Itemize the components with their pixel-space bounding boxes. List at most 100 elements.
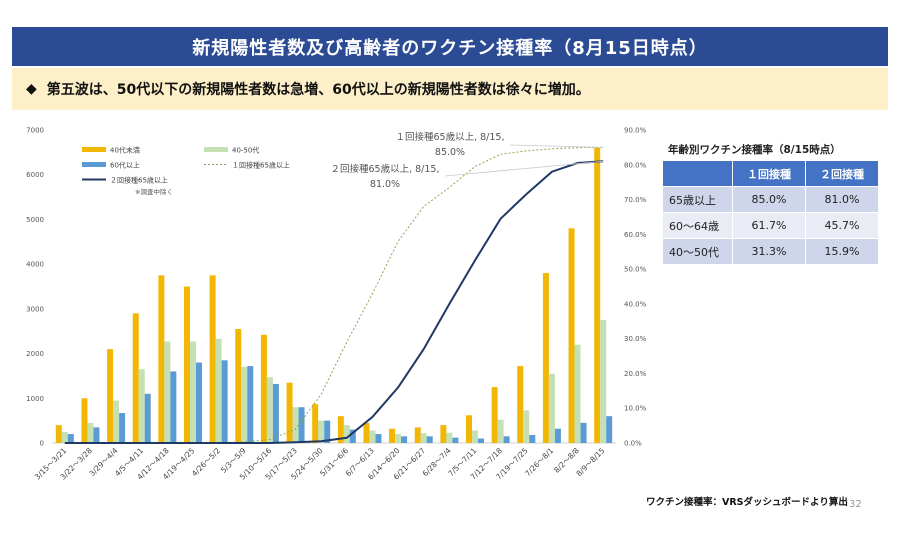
annotation-dose1: １回接種65歳以上, 8/15, bbox=[396, 131, 505, 143]
table-header-dose1: １回接種 bbox=[732, 160, 806, 187]
bar-over60 bbox=[478, 438, 484, 443]
y-tick-left: 7000 bbox=[26, 127, 44, 135]
bar-over60 bbox=[93, 427, 100, 443]
bar-over60 bbox=[503, 436, 510, 443]
bar-age40-50 bbox=[318, 420, 325, 443]
legend-note: ※調査中除く bbox=[135, 187, 173, 196]
legend-swatch bbox=[204, 147, 228, 152]
bar-under40 bbox=[312, 404, 319, 443]
y-tick-left: 6000 bbox=[26, 171, 44, 179]
bar-under40 bbox=[414, 427, 421, 443]
bar-under40 bbox=[209, 275, 216, 443]
bar-over60 bbox=[452, 437, 459, 443]
y-tick-right: 10.0% bbox=[624, 405, 647, 413]
bar-over60 bbox=[375, 434, 382, 443]
vaccine-table-title: 年齢別ワクチン接種率（8/15時点） bbox=[668, 144, 841, 156]
bar-over60 bbox=[272, 383, 279, 443]
bar-age40-50 bbox=[497, 419, 504, 443]
cases-vaccination-chart: 0 1000 2000 3000 4000 5000 6000 7000 0.0% 10.0% 20… bbox=[26, 127, 647, 482]
bar-under40 bbox=[594, 147, 601, 443]
annotation-leader bbox=[444, 160, 604, 177]
bar-under40 bbox=[363, 422, 370, 443]
bar-over60 bbox=[221, 360, 228, 443]
table-header-row: １回接種 ２回接種 bbox=[662, 160, 879, 187]
y-tick-right: 0.0% bbox=[624, 440, 642, 448]
subtitle-banner: ◆ 第五波は、50代以下の新規陽性者数は急増、60代以上の新規陽性者数は徐々に増… bbox=[12, 68, 888, 110]
x-tick-label: 4/26～5/2 bbox=[190, 446, 222, 478]
bar-age40-50 bbox=[343, 425, 350, 443]
legend-label: １回接種65歳以上 bbox=[232, 161, 290, 170]
bar-under40 bbox=[466, 415, 472, 443]
bar-age40-50 bbox=[472, 430, 478, 443]
annotation-dose1-value: 85.0% bbox=[435, 147, 465, 158]
subtitle-text: 第五波は、50代以下の新規陽性者数は急増、60代以上の新規陽性者数は徐々に増加。 bbox=[46, 82, 590, 98]
legend-swatch bbox=[82, 162, 106, 167]
row-dose1: 31.3% bbox=[732, 238, 806, 265]
bar-over60 bbox=[580, 422, 587, 443]
bar-under40 bbox=[107, 349, 114, 443]
y-tick-left: 5000 bbox=[26, 216, 44, 224]
bar-over60 bbox=[426, 436, 433, 443]
x-tick-label: 7/26～8/1 bbox=[523, 446, 555, 478]
bar-age40-50 bbox=[420, 433, 427, 443]
bar-age40-50 bbox=[523, 410, 530, 443]
bar-over60 bbox=[324, 420, 331, 443]
table-row: 60～64歳 61.7% 45.7% bbox=[662, 212, 879, 239]
y-tick-left: 1000 bbox=[26, 395, 44, 403]
annotation-dose2-value: 81.0% bbox=[370, 179, 400, 190]
dose2-65plus-line bbox=[64, 160, 604, 444]
bar-under40 bbox=[568, 228, 575, 443]
bar-age40-50 bbox=[548, 373, 555, 443]
bar-under40 bbox=[184, 286, 190, 443]
table-header-dose2: ２回接種 bbox=[805, 160, 879, 187]
legend-label: 40-50代 bbox=[232, 146, 259, 155]
bar-under40 bbox=[81, 398, 88, 443]
bar-over60 bbox=[170, 371, 177, 443]
row-label: 65歳以上 bbox=[662, 186, 733, 213]
bar-under40 bbox=[542, 273, 549, 443]
bar-over60 bbox=[554, 428, 561, 443]
row-dose2: 81.0% bbox=[805, 186, 879, 213]
bar-age40-50 bbox=[61, 431, 68, 443]
vaccine-rate-table: １回接種 ２回接種 65歳以上 85.0% 81.0% 60～64歳 61.7%… bbox=[662, 160, 879, 265]
bar-over60 bbox=[298, 407, 305, 443]
table-header-corner bbox=[662, 160, 733, 187]
bar-under40 bbox=[389, 428, 396, 443]
bar-age40-50 bbox=[395, 434, 402, 443]
bar-age40-50 bbox=[369, 430, 376, 443]
bar-age40-50 bbox=[113, 400, 120, 443]
bar-age40-50 bbox=[266, 377, 273, 443]
bar-under40 bbox=[132, 313, 139, 443]
bar-under40 bbox=[286, 382, 293, 443]
y-tick-left: 3000 bbox=[26, 305, 44, 313]
row-dose1: 61.7% bbox=[732, 212, 806, 239]
bar-over60 bbox=[529, 434, 536, 443]
bar-age40-50 bbox=[215, 338, 222, 443]
page-number: 32 bbox=[849, 499, 862, 510]
y-tick-right: 80.0% bbox=[624, 161, 647, 169]
y-tick-left: 4000 bbox=[26, 261, 44, 269]
bar-age40-50 bbox=[446, 432, 453, 443]
bar-under40 bbox=[235, 328, 242, 443]
source-note: ワクチン接種率：VRSダッシュボードより算出 bbox=[646, 497, 848, 508]
row-label: 60～64歳 bbox=[662, 212, 733, 239]
annotation-leader bbox=[509, 144, 604, 148]
row-dose2: 15.9% bbox=[805, 238, 879, 265]
table-row: 40～50代 31.3% 15.9% bbox=[662, 238, 879, 265]
y-tick-left: 0 bbox=[40, 440, 44, 448]
y-tick-right: 60.0% bbox=[624, 231, 647, 239]
x-tick-label: 8/9～8/15 bbox=[574, 446, 606, 478]
bar-age40-50 bbox=[600, 320, 607, 443]
annotation-dose2: ２回接種65歳以上, 8/15, bbox=[331, 163, 440, 175]
bar-under40 bbox=[260, 334, 267, 443]
bar-over60 bbox=[196, 362, 202, 443]
bar-age40-50 bbox=[164, 341, 171, 443]
table-row: 65歳以上 85.0% 81.0% bbox=[662, 186, 879, 213]
bar-under40 bbox=[517, 366, 524, 443]
bar-age40-50 bbox=[292, 407, 299, 443]
diamond-bullet-icon: ◆ bbox=[26, 81, 37, 97]
bar-over60 bbox=[144, 393, 151, 443]
y-tick-right: 30.0% bbox=[624, 335, 647, 343]
y-tick-right: 20.0% bbox=[624, 370, 647, 378]
bar-under40 bbox=[491, 387, 498, 443]
